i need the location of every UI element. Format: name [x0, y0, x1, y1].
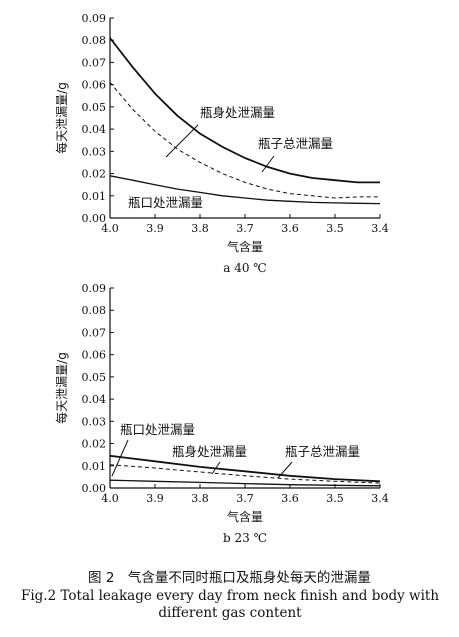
series-line-1: [109, 464, 381, 484]
series-line-1: [109, 82, 380, 199]
y-axis-label: 每天泄漏量/g: [54, 82, 69, 154]
y-tick-label: 0.07: [82, 56, 107, 69]
series-line-0: [109, 37, 380, 184]
y-tick-label: 0.04: [82, 123, 107, 136]
y-tick-label: 0.06: [82, 349, 107, 362]
x-tick-label: 3.4: [371, 222, 389, 235]
figure-caption-english: Fig.2 Total leakage every day from neck …: [10, 588, 450, 622]
y-tick-label: 0.07: [82, 326, 107, 339]
y-tick-label: 0.08: [82, 34, 107, 47]
annotation-body-leakage: 瓶身处泄漏量: [200, 105, 275, 120]
x-tick-label: 3.5: [326, 492, 344, 505]
y-tick-label: 0.03: [82, 145, 107, 158]
x-tick-label: 3.9: [146, 492, 164, 505]
series-line-2: [109, 175, 381, 205]
chart-a: 每天泄漏量/g 气含量 a 40 ℃ 瓶身处泄漏量 瓶子总泄漏量 瓶口处泄漏量 …: [54, 12, 389, 275]
x-tick-label: 3.4: [371, 492, 389, 505]
y-tick-label: 0.03: [82, 415, 107, 428]
y-tick-label: 0.09: [82, 282, 107, 295]
chart-b: 每天泄漏量/g 气含量 b 23 ℃ 瓶口处泄漏量 瓶身处泄漏量 瓶子总泄漏量 …: [54, 282, 389, 545]
y-tick-label: 0.01: [82, 190, 107, 203]
x-tick-label: 3.9: [146, 222, 164, 235]
x-tick-label: 3.7: [236, 222, 254, 235]
annotation-leader: [111, 439, 129, 477]
y-tick-label: 0.00: [82, 482, 107, 495]
x-tick-label: 3.8: [191, 222, 209, 235]
annotation-body-leakage: 瓶身处泄漏量: [172, 444, 247, 459]
y-tick-label: 0.01: [82, 460, 107, 473]
caption-english-line-2: different gas content: [158, 605, 302, 621]
y-tick-label: 0.02: [82, 438, 107, 451]
y-tick-label: 0.06: [82, 79, 107, 92]
annotation-total-leakage: 瓶子总泄漏量: [285, 444, 360, 459]
annotation-neck-leakage: 瓶口处泄漏量: [128, 195, 203, 210]
series-line-2: [109, 479, 381, 487]
annotation-neck-leakage: 瓶口处泄漏量: [120, 422, 195, 437]
y-tick-label: 0.09: [82, 12, 107, 25]
x-tick-label: 4.0: [101, 492, 119, 505]
y-tick-label: 0.02: [82, 168, 107, 181]
series-line-0: [109, 454, 381, 483]
y-tick-label: 0.08: [82, 304, 107, 317]
y-tick-label: 0.05: [82, 371, 107, 384]
x-tick-label: 3.6: [281, 492, 299, 505]
x-tick-label: 3.5: [326, 222, 344, 235]
sub-caption: a 40 ℃: [223, 261, 266, 275]
annotation-total-leakage: 瓶子总泄漏量: [258, 136, 333, 151]
x-tick-label: 3.6: [281, 222, 299, 235]
caption-english-line-1: Fig.2 Total leakage every day from neck …: [20, 588, 440, 604]
y-tick-label: 0.05: [82, 101, 107, 114]
sub-caption: b 23 ℃: [223, 531, 267, 545]
x-tick-label: 3.8: [191, 492, 209, 505]
y-tick-label: 0.00: [82, 212, 107, 225]
x-axis-label: 气含量: [227, 239, 263, 254]
annotation-leader: [261, 155, 275, 173]
y-tick-label: 0.04: [82, 393, 107, 406]
figure-caption-chinese: 图 2 气含量不同时瓶口及瓶身处每天的泄漏量: [88, 570, 371, 586]
x-tick-label: 4.0: [101, 222, 119, 235]
y-axis-label: 每天泄漏量/g: [54, 352, 69, 424]
x-tick-label: 3.7: [236, 492, 254, 505]
x-axis-label: 气含量: [227, 509, 263, 524]
annotation-leader: [165, 124, 199, 158]
